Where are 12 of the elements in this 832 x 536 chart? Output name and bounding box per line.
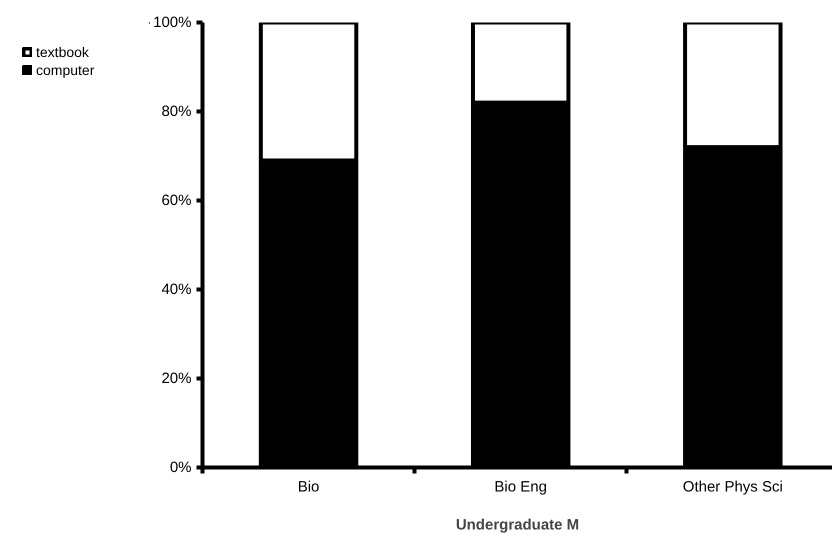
legend-label: computer — [36, 62, 94, 78]
x-tick-label: Other Phys Sci — [682, 478, 783, 496]
y-tick-label: 40% — [161, 281, 192, 298]
x-tick-label: Bio Eng — [494, 478, 547, 496]
y-tick-label: 100% — [153, 14, 192, 31]
x-axis-title: Undergraduate M — [456, 516, 580, 534]
y-tick-label: 80% — [161, 103, 192, 120]
y-tick-label: 60% — [161, 192, 192, 209]
y-tick-label: 0% — [170, 459, 192, 476]
x-tick-label: Bio — [298, 478, 320, 496]
legend-label: textbook — [36, 44, 89, 60]
y-tick-label: 20% — [161, 370, 192, 387]
